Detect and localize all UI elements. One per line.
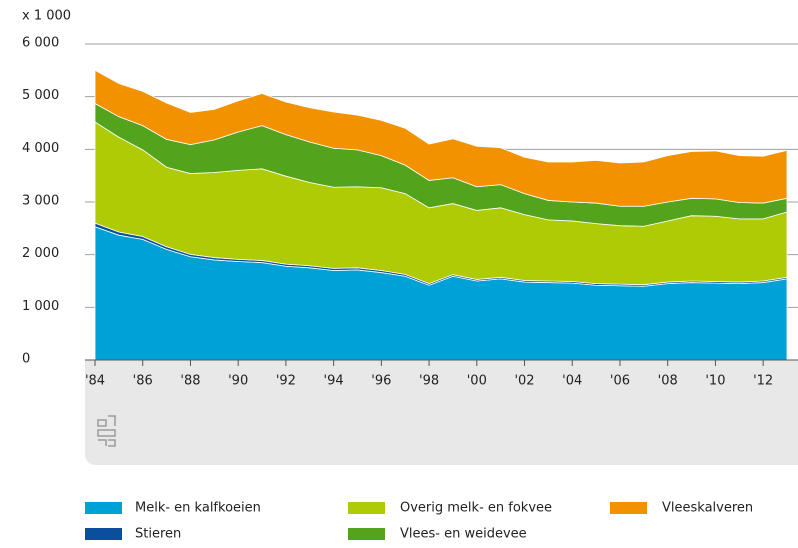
- logo: [97, 415, 116, 447]
- legend-label: Overig melk- en fokvee: [400, 501, 552, 516]
- legend-label: Melk- en kalfkoeien: [135, 501, 261, 516]
- x-tick-label: '84: [85, 374, 105, 389]
- x-tick-label: '00: [467, 374, 487, 389]
- legend-swatch: [85, 528, 122, 540]
- y-axis-label: x 1 000: [22, 9, 71, 24]
- x-tick-label: '86: [133, 374, 153, 389]
- y-tick-label: 0: [22, 352, 30, 367]
- x-tick-label: '88: [180, 374, 200, 389]
- footer-band: [85, 360, 798, 465]
- y-tick-label: 2 000: [22, 246, 59, 261]
- x-tick-label: '92: [276, 374, 296, 389]
- y-tick-label: 6 000: [22, 36, 59, 51]
- legend-label: Stieren: [135, 527, 181, 542]
- x-tick-label: '04: [562, 374, 582, 389]
- x-tick-label: '10: [705, 374, 725, 389]
- legend-swatch: [85, 502, 122, 514]
- legend-swatch: [348, 528, 385, 540]
- y-tick-label: 1 000: [22, 299, 59, 314]
- y-tick-label: 3 000: [22, 194, 59, 209]
- legend-swatch: [348, 502, 385, 514]
- y-tick-label: 4 000: [22, 141, 59, 156]
- legend-label: Vlees- en weidevee: [400, 527, 527, 542]
- x-tick-label: '12: [753, 374, 773, 389]
- legend-label: Vleeskalveren: [662, 501, 753, 516]
- area: [94, 69, 788, 207]
- x-tick-label: '02: [514, 374, 534, 389]
- x-tick-label: '08: [658, 374, 678, 389]
- x-tick-label: '96: [371, 374, 391, 389]
- y-tick-label: 5 000: [22, 88, 59, 103]
- x-tick-label: '98: [419, 374, 439, 389]
- x-tick-label: '90: [228, 374, 248, 389]
- x-tick-label: '06: [610, 374, 630, 389]
- legend-swatch: [610, 502, 647, 514]
- x-tick-label: '94: [324, 374, 344, 389]
